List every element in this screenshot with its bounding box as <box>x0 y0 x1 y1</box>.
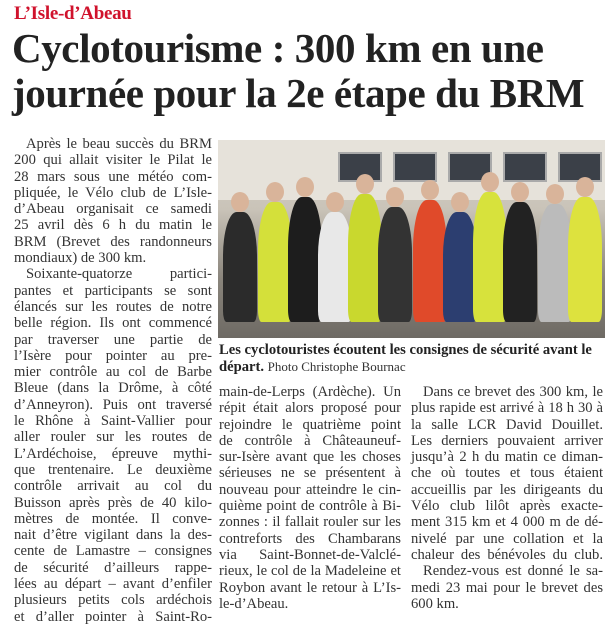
text-line: la salle LCR David Douillet. <box>411 416 603 433</box>
kicker-location: L’Isle-d’Abeau <box>14 3 132 24</box>
photo-window <box>503 152 547 182</box>
text-line: lées au départ – avant d’enfiler <box>14 576 212 593</box>
text-line: Dans ce brevet des 300 km, le <box>423 384 603 400</box>
cyclist-head <box>326 192 344 212</box>
cyclist-figure <box>473 192 507 322</box>
text-line: l’Isère pour pointer au pre- <box>14 347 212 364</box>
cyclist-figure <box>348 194 382 322</box>
text-line: jusqu’à 2 h du matin ce diman- <box>411 449 603 466</box>
cyclist-head <box>266 182 284 202</box>
text-line: main-de-Lerps (Ardèche). Un <box>219 384 401 400</box>
cyclist-head <box>386 187 404 207</box>
headline: Cyclotourisme : 300 km en une journée po… <box>12 25 585 116</box>
text-line: contrôle arrivait au col du <box>14 478 212 495</box>
text-line: L’Ardéchoise, épreuve mythi- <box>14 445 212 462</box>
cyclist-figure <box>258 202 292 322</box>
cyclist-head <box>231 192 249 212</box>
text-line: contreforts des Chambarans <box>219 530 401 547</box>
text-line: 28 mars sous une météo com- <box>14 168 212 185</box>
text-line: BRM (Brevet des randonneurs <box>14 233 212 250</box>
cyclist-head <box>546 184 564 204</box>
text-line: Vélo club lilôt après exacte- <box>411 498 603 515</box>
cyclist-figure <box>318 212 352 322</box>
text-line: de sécurité d’ailleurs rappe- <box>14 559 212 576</box>
article-column-2: main-de-Lerps (Ardèche). Un répit était a… <box>219 384 401 612</box>
text-line: que trentenaire. Le deuxième <box>14 461 212 478</box>
photo-window <box>338 152 382 182</box>
cyclist-figure <box>413 200 447 322</box>
cyclist-head <box>296 177 314 197</box>
article-column-1: Après le beau succès du BRM 200 qui allai… <box>14 136 212 625</box>
text-line: plus rapide est arrivé à 18 h 30 à <box>411 400 603 417</box>
text-line: sérieuses ne se présentent à <box>219 465 401 482</box>
text-line: d’Anneyron). Puis ont traversé <box>14 396 212 413</box>
text-line: mier contrôle au col de Barbe <box>14 364 212 381</box>
cyclist-figure <box>288 197 322 322</box>
text-line: medi 23 mai pour le brevet des <box>411 579 603 596</box>
text-line: cente de Lamastre – consignes <box>14 543 212 560</box>
text-line: Rendez-vous est donné le sa- <box>423 563 603 580</box>
photo-caption: Les cyclotouristes écoutent les consigne… <box>219 342 604 375</box>
text-line: le-d’Abeau. <box>219 595 289 612</box>
text-line: Bleue (dans la Drôme, à côté <box>14 380 212 397</box>
text-line: rieux, le col de la Madeleine et <box>219 563 401 580</box>
text-line: pliquée, le Vélo club de L’Isle- <box>14 184 212 201</box>
text-line: 600 km. <box>411 595 459 612</box>
text-line: mètres de montée. Il conve- <box>14 510 212 527</box>
cyclist-head <box>451 192 469 212</box>
article-photo <box>218 140 605 338</box>
article-column-3: Dans ce brevet des 300 km, le plus rapide… <box>411 384 603 612</box>
cyclist-head <box>421 180 439 200</box>
cyclist-figure <box>503 202 537 322</box>
text-line: sur-Isère avant que les choses <box>219 449 401 466</box>
text-line: 25 avril dès 6 h du matin le <box>14 217 212 234</box>
text-line: ment 315 km et 4 000 m de dé- <box>411 514 603 531</box>
cyclist-figure <box>568 197 602 322</box>
text-line: 200 qui allait visiter le Pilat le <box>14 152 212 169</box>
text-line: Roybon avant le retour à L’Is- <box>219 579 401 596</box>
text-line: mondiaux) de 300 km. <box>14 250 147 267</box>
text-line: Buisson après près de 40 kilo- <box>14 494 212 511</box>
text-line: accueillis par les dirigeants du <box>411 481 603 498</box>
text-line: via Saint-Bonnet-de-Valclé- <box>219 546 401 563</box>
text-line: che où toutes et tous étaient <box>411 465 603 482</box>
text-line: quième point de contrôle à Bi- <box>219 498 401 515</box>
cyclist-figure <box>443 212 477 322</box>
cyclist-figure <box>378 207 412 322</box>
text-line: Soixante-quatorze partici- <box>26 266 212 283</box>
cyclist-figure <box>538 204 572 322</box>
text-line: nait d’être vigilant dans la des- <box>14 527 212 544</box>
photo-window <box>558 152 602 182</box>
text-line: d’Abeau organisait ce samedi <box>14 201 212 218</box>
text-line: zonnes : il fallait rouler sur les <box>219 514 401 531</box>
cyclist-head <box>511 182 529 202</box>
cyclist-head <box>356 174 374 194</box>
text-line: chaleur des bénévoles du club. <box>411 546 603 563</box>
text-line: répit était alors proposé pour <box>219 400 401 417</box>
photo-window <box>393 152 437 182</box>
text-line: nouveau pour atteindre le cin- <box>219 481 401 498</box>
text-line: et d’aller pointer à Saint-Ro- <box>14 608 212 625</box>
text-line: Les derniers pouvaient arriver <box>411 432 603 449</box>
text-line: de contrôle à Châteauneuf- <box>219 432 401 449</box>
text-line: pantes et participants se sont <box>14 282 212 299</box>
text-line: belle région. Ils ont commencé <box>14 315 212 332</box>
cyclist-figure <box>223 212 257 322</box>
caption-text: Les cyclotouristes écoutent les consigne… <box>219 342 592 375</box>
cyclist-head <box>576 177 594 197</box>
text-line: le Rhône à Saint-Vallier pour <box>14 413 212 430</box>
cyclist-head <box>481 172 499 192</box>
text-line: Après le beau succès du BRM <box>26 136 212 152</box>
text-line: plusieurs petits cols ardéchois <box>14 592 212 609</box>
text-line: élancés sur les routes de notre <box>14 298 212 315</box>
text-line: rejoindre le quatrième point <box>219 416 401 433</box>
text-line: nivelé par une collation et la <box>411 530 603 547</box>
photo-credit: Photo Christophe Bournac <box>267 358 406 374</box>
text-line: par traverser une partie de <box>14 331 212 348</box>
text-line: aller rouler sur les routes de <box>14 429 212 446</box>
